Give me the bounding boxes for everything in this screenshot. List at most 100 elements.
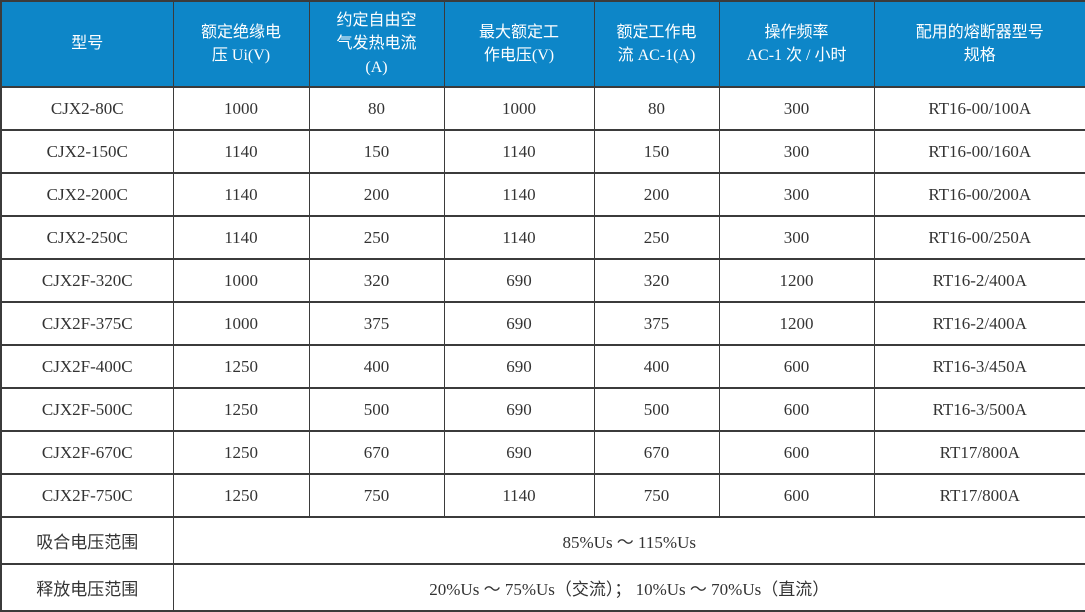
cell-rated-current-ac1: 670 xyxy=(593,430,720,475)
header-operating-frequency: 操作频率 AC-1 次 / 小时 xyxy=(718,0,875,88)
header-row: 型号 额定绝缘电 压 Ui(V) 约定自由空 气发热电流 (A) 最大额定工 作… xyxy=(0,0,1085,88)
cell-operating-frequency: 300 xyxy=(718,215,875,260)
cell-fuse-spec: RT17/800A xyxy=(873,473,1085,518)
cell-fuse-spec: RT16-2/400A xyxy=(873,258,1085,303)
cell-thermal-current: 375 xyxy=(308,301,445,346)
cell-max-working-voltage: 690 xyxy=(443,387,595,432)
cell-thermal-current: 150 xyxy=(308,129,445,174)
footer-label: 吸合电压范围 xyxy=(0,516,174,565)
cell-insulation-voltage: 1140 xyxy=(172,172,310,217)
cell-rated-current-ac1: 200 xyxy=(593,172,720,217)
header-line: 型号 xyxy=(71,35,104,53)
cell-thermal-current: 400 xyxy=(308,344,445,389)
table-row: CJX2F-500C 1250 500 690 500 600 RT16-3/5… xyxy=(0,387,1085,432)
header-line: (A) xyxy=(365,58,388,76)
cell-max-working-voltage: 1000 xyxy=(443,86,595,131)
cell-max-working-voltage: 690 xyxy=(443,301,595,346)
header-line: 额定绝缘电 xyxy=(200,23,281,41)
header-line: AC-1 次 / 小时 xyxy=(746,47,847,64)
cell-insulation-voltage: 1000 xyxy=(172,86,310,131)
header-line: 流 AC-1(A) xyxy=(617,47,696,64)
cell-model: CJX2F-670C xyxy=(0,430,174,475)
header-thermal-current: 约定自由空 气发热电流 (A) xyxy=(308,0,445,88)
cell-thermal-current: 320 xyxy=(308,258,445,303)
cell-fuse-spec: RT16-00/160A xyxy=(873,129,1085,174)
cell-model: CJX2F-500C xyxy=(0,387,174,432)
cell-insulation-voltage: 1250 xyxy=(172,473,310,518)
cell-rated-current-ac1: 150 xyxy=(593,129,720,174)
header-line: 压 Ui(V) xyxy=(211,47,271,64)
cell-insulation-voltage: 1250 xyxy=(172,430,310,475)
cell-insulation-voltage: 1140 xyxy=(172,129,310,174)
cell-model: CJX2-250C xyxy=(0,215,174,260)
table-row: CJX2F-320C 1000 320 690 320 1200 RT16-2/… xyxy=(0,258,1085,303)
cell-operating-frequency: 1200 xyxy=(718,258,875,303)
table-body: CJX2-80C 1000 80 1000 80 300 RT16-00/100… xyxy=(0,86,1085,612)
header-model: 型号 xyxy=(0,0,174,88)
cell-rated-current-ac1: 250 xyxy=(593,215,720,260)
cell-fuse-spec: RT16-00/100A xyxy=(873,86,1085,131)
footer-row-dropout-voltage: 释放电压范围 20%Us ～ 75%Us（交流）； 10%Us ～ 70%Us（… xyxy=(0,563,1085,612)
cell-insulation-voltage: 1140 xyxy=(172,215,310,260)
header-rated-current-ac1: 额定工作电 流 AC-1(A) xyxy=(593,0,720,88)
cell-operating-frequency: 300 xyxy=(718,172,875,217)
cell-max-working-voltage: 1140 xyxy=(443,215,595,260)
cell-fuse-spec: RT17/800A xyxy=(873,430,1085,475)
cell-rated-current-ac1: 500 xyxy=(593,387,720,432)
cell-rated-current-ac1: 320 xyxy=(593,258,720,303)
table-row: CJX2-200C 1140 200 1140 200 300 RT16-00/… xyxy=(0,172,1085,217)
table-row: CJX2-250C 1140 250 1140 250 300 RT16-00/… xyxy=(0,215,1085,260)
cell-fuse-spec: RT16-3/450A xyxy=(873,344,1085,389)
header-insulation-voltage: 额定绝缘电 压 Ui(V) xyxy=(172,0,310,88)
header-line: 操作频率 xyxy=(764,23,829,41)
table-row: CJX2F-375C 1000 375 690 375 1200 RT16-2/… xyxy=(0,301,1085,346)
cell-rated-current-ac1: 750 xyxy=(593,473,720,518)
table-row: CJX2-80C 1000 80 1000 80 300 RT16-00/100… xyxy=(0,86,1085,131)
table-row: CJX2F-400C 1250 400 690 400 600 RT16-3/4… xyxy=(0,344,1085,389)
cell-insulation-voltage: 1000 xyxy=(172,301,310,346)
header-max-working-voltage: 最大额定工 作电压(V) xyxy=(443,0,595,88)
cell-model: CJX2F-400C xyxy=(0,344,174,389)
header-line: 气发热电流 xyxy=(336,35,417,53)
cell-insulation-voltage: 1250 xyxy=(172,344,310,389)
cell-operating-frequency: 600 xyxy=(718,473,875,518)
cell-model: CJX2-200C xyxy=(0,172,174,217)
footer-row-pickup-voltage: 吸合电压范围 85%Us ～ 115%Us xyxy=(0,516,1085,565)
cell-thermal-current: 200 xyxy=(308,172,445,217)
cell-model: CJX2F-375C xyxy=(0,301,174,346)
header-line: 作电压(V) xyxy=(483,47,555,64)
table-header: 型号 额定绝缘电 压 Ui(V) 约定自由空 气发热电流 (A) 最大额定工 作… xyxy=(0,0,1085,88)
cell-insulation-voltage: 1000 xyxy=(172,258,310,303)
cell-max-working-voltage: 690 xyxy=(443,430,595,475)
cell-model: CJX2F-320C xyxy=(0,258,174,303)
cell-model: CJX2-150C xyxy=(0,129,174,174)
cell-model: CJX2-80C xyxy=(0,86,174,131)
header-line: 最大额定工 xyxy=(478,23,559,41)
cell-thermal-current: 80 xyxy=(308,86,445,131)
table-row: CJX2F-750C 1250 750 1140 750 600 RT17/80… xyxy=(0,473,1085,518)
cell-operating-frequency: 1200 xyxy=(718,301,875,346)
cell-operating-frequency: 600 xyxy=(718,430,875,475)
header-fuse-spec: 配用的熔断器型号 规格 xyxy=(873,0,1085,88)
cell-rated-current-ac1: 375 xyxy=(593,301,720,346)
cell-model: CJX2F-750C xyxy=(0,473,174,518)
header-line: 规格 xyxy=(963,47,996,64)
cell-max-working-voltage: 690 xyxy=(443,258,595,303)
cell-thermal-current: 250 xyxy=(308,215,445,260)
footer-value: 20%Us ～ 75%Us（交流）； 10%Us ～ 70%Us（直流） xyxy=(172,563,1085,612)
cell-thermal-current: 750 xyxy=(308,473,445,518)
cell-fuse-spec: RT16-2/400A xyxy=(873,301,1085,346)
cell-fuse-spec: RT16-00/200A xyxy=(873,172,1085,217)
cell-operating-frequency: 600 xyxy=(718,344,875,389)
cell-operating-frequency: 300 xyxy=(718,129,875,174)
header-line: 约定自由空 xyxy=(336,12,417,30)
cell-max-working-voltage: 1140 xyxy=(443,473,595,518)
cell-thermal-current: 500 xyxy=(308,387,445,432)
cell-max-working-voltage: 690 xyxy=(443,344,595,389)
cell-insulation-voltage: 1250 xyxy=(172,387,310,432)
cell-fuse-spec: RT16-3/500A xyxy=(873,387,1085,432)
cell-thermal-current: 670 xyxy=(308,430,445,475)
cell-max-working-voltage: 1140 xyxy=(443,172,595,217)
table-row: CJX2-150C 1140 150 1140 150 300 RT16-00/… xyxy=(0,129,1085,174)
